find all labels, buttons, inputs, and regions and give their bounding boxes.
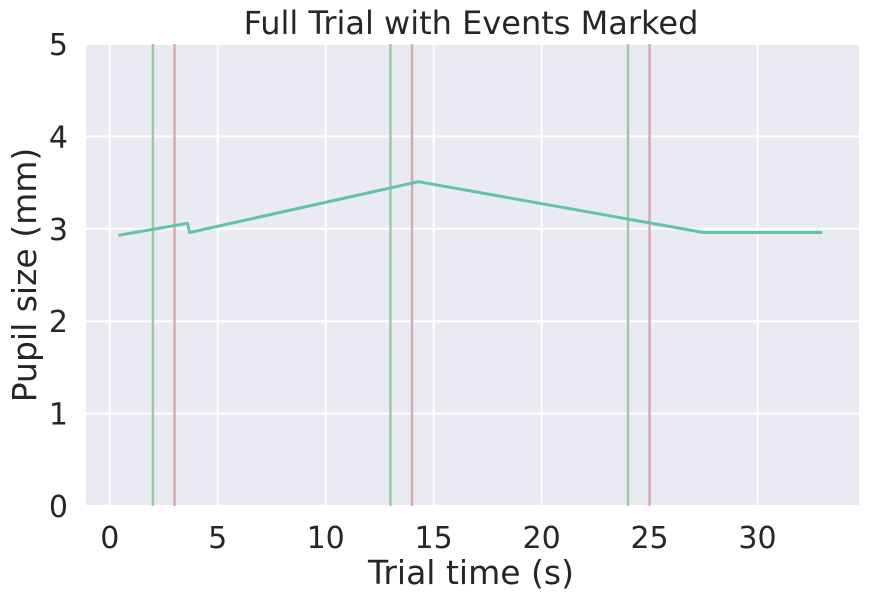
y-tick-label: 2 xyxy=(49,305,68,340)
y-tick-labels: 0 1 2 3 4 5 xyxy=(49,28,68,525)
series-line xyxy=(118,180,823,237)
y-axis-label: Pupil size (mm) xyxy=(5,148,44,403)
x-tick-label: 5 xyxy=(208,521,227,556)
event-lines xyxy=(151,44,651,506)
y-tick-label: 5 xyxy=(49,28,68,63)
x-tick-label: 25 xyxy=(630,521,668,556)
x-tick-label: 20 xyxy=(523,521,561,556)
chart-title: Full Trial with Events Marked xyxy=(244,4,699,42)
series-group xyxy=(118,180,823,237)
y-tick-label: 0 xyxy=(49,490,68,525)
x-tick-label: 15 xyxy=(415,521,453,556)
x-tick-label: 30 xyxy=(738,521,776,556)
x-tick-label: 10 xyxy=(307,521,345,556)
y-tick-label: 1 xyxy=(49,398,68,433)
plot-background xyxy=(86,44,859,506)
x-axis-label: Trial time (s) xyxy=(367,553,574,592)
y-tick-label: 4 xyxy=(49,120,68,155)
x-tick-label: 0 xyxy=(100,521,119,556)
x-tick-labels: 0 5 10 15 20 25 30 xyxy=(100,521,776,556)
y-tick-label: 3 xyxy=(49,213,68,248)
